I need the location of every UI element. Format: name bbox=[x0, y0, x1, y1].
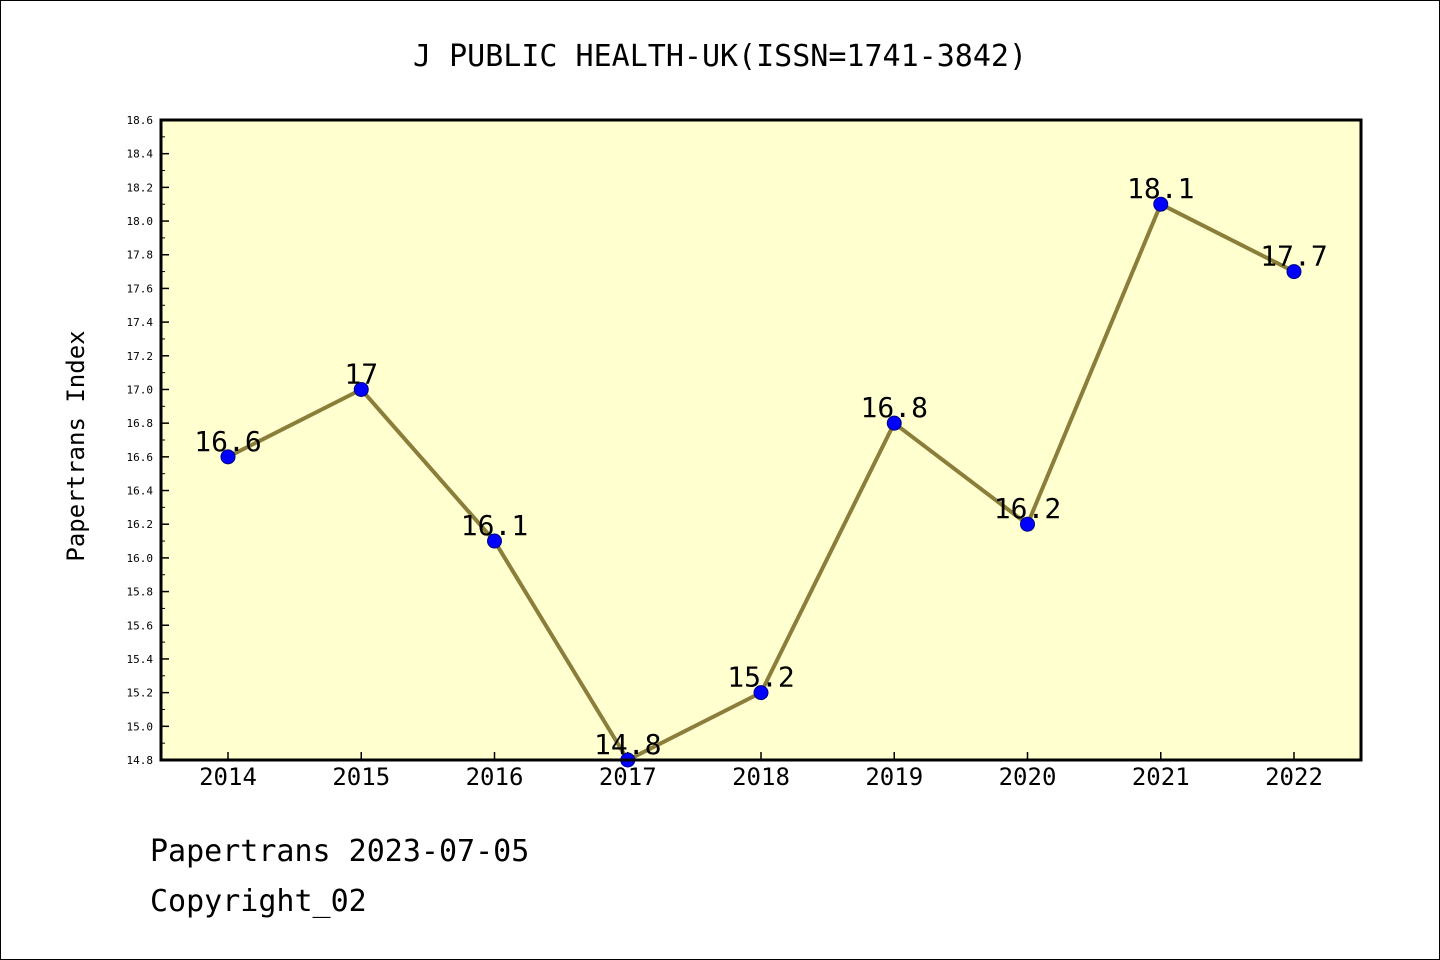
y-tick-label: 15.8 bbox=[127, 586, 154, 599]
data-labels: 16.6 17 16.1 14.8 15.2 16.8 16.2 18.1 17.7 bbox=[194, 172, 1327, 761]
data-label: 17.7 bbox=[1260, 240, 1327, 273]
data-label: 18.1 bbox=[1127, 172, 1194, 205]
data-label: 16.1 bbox=[461, 509, 528, 542]
data-point bbox=[1020, 516, 1035, 532]
data-label: 14.8 bbox=[594, 728, 661, 761]
y-tick-label: 15.2 bbox=[127, 687, 154, 700]
y-tick-label: 14.8 bbox=[127, 754, 154, 767]
y-tick-label: 16.2 bbox=[127, 518, 154, 531]
footer-copyright: Copyright_02 bbox=[150, 884, 367, 919]
data-label: 15.2 bbox=[727, 661, 794, 694]
x-tick-label: 2022 bbox=[1265, 763, 1323, 791]
data-point bbox=[1153, 196, 1169, 212]
y-tick-label: 18.2 bbox=[127, 181, 154, 194]
y-tick-label: 17.4 bbox=[127, 316, 154, 329]
x-tick-label: 2015 bbox=[332, 763, 390, 791]
x-tick-label: 2019 bbox=[865, 763, 923, 791]
y-tick-label: 15.0 bbox=[127, 720, 154, 733]
data-point bbox=[353, 381, 369, 397]
chart-title: J PUBLIC HEALTH-UK(ISSN=1741-3842) bbox=[413, 39, 1027, 74]
y-tick-label: 17.0 bbox=[127, 383, 154, 396]
y-tick-label: 17.8 bbox=[127, 249, 154, 262]
y-axis-ticks: 14.8 15.0 15.2 15.4 15.6 15.8 16.0 16.2 16.4 16.6… bbox=[127, 114, 169, 767]
y-tick-label: 16.6 bbox=[127, 451, 154, 464]
series-points bbox=[220, 196, 1302, 768]
x-tick-label: 2016 bbox=[466, 763, 524, 791]
footer-date: Papertrans 2023-07-05 bbox=[150, 834, 530, 869]
plot-area bbox=[161, 120, 1361, 760]
data-point bbox=[753, 685, 769, 701]
data-label: 16.6 bbox=[194, 425, 261, 458]
x-tick-label: 2017 bbox=[599, 763, 657, 791]
y-tick-label: 15.6 bbox=[127, 619, 154, 632]
y-tick-label: 16.8 bbox=[127, 417, 154, 430]
data-point bbox=[886, 415, 902, 431]
data-label: 16.2 bbox=[994, 492, 1061, 525]
y-tick-label: 18.0 bbox=[127, 215, 154, 228]
y-tick-label: 17.2 bbox=[127, 350, 154, 363]
data-point bbox=[220, 449, 236, 465]
y-tick-label: 15.4 bbox=[127, 653, 154, 666]
y-tick-label: 18.4 bbox=[127, 148, 154, 161]
y-tick-label: 17.6 bbox=[127, 282, 154, 295]
x-tick-label: 2021 bbox=[1132, 763, 1190, 791]
x-tick-label: 2020 bbox=[999, 763, 1057, 791]
data-label: 16.8 bbox=[861, 391, 928, 424]
y-tick-label: 16.0 bbox=[127, 552, 154, 565]
y-tick-label: 18.6 bbox=[127, 114, 154, 127]
data-point bbox=[1286, 264, 1302, 280]
y-tick-label: 16.4 bbox=[127, 485, 154, 498]
data-point bbox=[487, 533, 502, 549]
x-axis-ticks: 2014 2015 2016 2017 2018 2019 2020 2021 2022 bbox=[199, 752, 1323, 791]
x-tick-label: 2018 bbox=[732, 763, 790, 791]
data-label: 17 bbox=[344, 357, 378, 390]
plot-border bbox=[159, 118, 1363, 762]
x-tick-label: 2014 bbox=[199, 763, 257, 791]
y-axis-label: Papertrans Index bbox=[62, 330, 90, 561]
